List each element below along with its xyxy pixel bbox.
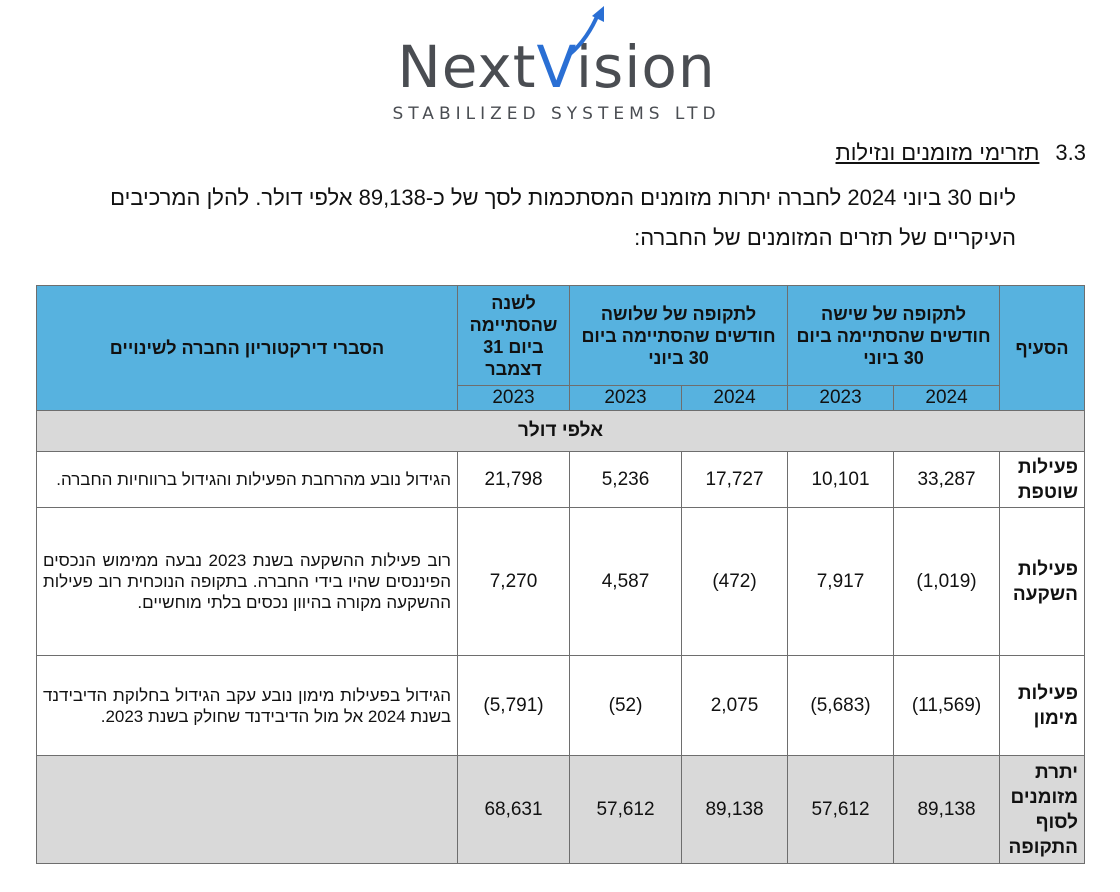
cell-year-2023: 21,798 — [457, 451, 570, 508]
unit-label: אלפי דולר — [35, 410, 1086, 452]
section-title: תזרימי מזומנים ונזילות — [835, 140, 1040, 165]
cell-six-2024: (1,019) — [893, 507, 1001, 656]
row-label: פעילות שוטפת — [999, 451, 1086, 508]
year-full-2023: 2023 — [457, 385, 570, 411]
header-year: לשנה שהסתיימה ביום 31 דצמבר — [457, 285, 570, 386]
cash-flow-table: הסעיף לתקופה של שישה חודשים שהסתיימה ביו… — [35, 285, 1086, 864]
cell-three-2023: 4,587 — [568, 507, 683, 656]
cell-three-2023: 57,612 — [568, 755, 683, 864]
total-row: יתרת מזומנים לסוף התקופה 89,138 57,612 8… — [36, 755, 1086, 864]
company-logo: NextVision STABILIZED SYSTEMS LTD — [384, 12, 729, 130]
table-row: פעילות מימון (11,569) (5,683) 2,075 (52)… — [36, 655, 1086, 756]
table-row: פעילות השקעה (1,019) 7,917 (472) 4,587 7… — [36, 507, 1086, 656]
cell-six-2024: 33,287 — [893, 451, 1001, 508]
row-label: פעילות מימון — [999, 655, 1086, 756]
cell-three-2024: (472) — [681, 507, 789, 656]
cell-six-2023: 57,612 — [787, 755, 895, 864]
cell-year-2023: (5,791) — [457, 655, 570, 756]
year-three-2024: 2024 — [681, 385, 789, 411]
header-six-months: לתקופה של שישה חודשים שהסתיימה ביום 30 ב… — [787, 285, 1001, 386]
cell-three-2024: 89,138 — [681, 755, 789, 864]
cell-year-2023: 68,631 — [457, 755, 570, 864]
year-six-2024: 2024 — [893, 385, 1001, 411]
cell-year-2023: 7,270 — [457, 507, 570, 656]
header-explanation: הסברי דירקטוריון החברה לשינויים — [36, 285, 458, 411]
logo-wordmark: NextVision — [397, 33, 716, 101]
cell-six-2024: (11,569) — [893, 655, 1001, 756]
intro-paragraph: ליום 30 ביוני 2024 לחברה יתרות מזומנים ה… — [110, 185, 1016, 250]
logo-subtitle: STABILIZED SYSTEMS LTD — [392, 104, 721, 124]
header-three-months: לתקופה של שלושה חודשים שהסתיימה ביום 30 … — [568, 285, 789, 386]
cell-explanation: הגידול נובע מהרחבת הפעילות והגידול ברווח… — [36, 451, 458, 508]
section-heading: 3.3 תזרימי מזומנים ונזילות — [836, 140, 1086, 166]
cell-three-2023: 5,236 — [568, 451, 683, 508]
cell-three-2024: 17,727 — [681, 451, 789, 508]
cell-six-2023: 10,101 — [787, 451, 895, 508]
section-number: 3.3 — [1055, 140, 1086, 165]
year-three-2023: 2023 — [568, 385, 683, 411]
cell-six-2023: 7,917 — [787, 507, 895, 656]
row-label: יתרת מזומנים לסוף התקופה — [999, 755, 1086, 864]
cell-six-2024: 89,138 — [893, 755, 1001, 864]
cell-explanation: הגידול בפעילות מימון נובע עקב הגידול בחל… — [36, 655, 458, 756]
table-row: פעילות שוטפת 33,287 10,101 17,727 5,236 … — [36, 451, 1086, 508]
logo-arrow-icon — [568, 6, 604, 56]
header-item: הסעיף — [999, 285, 1086, 411]
cell-six-2023: (5,683) — [787, 655, 895, 756]
cell-explanation: רוב פעילות ההשקעה בשנת 2023 נבעה ממימוש … — [36, 507, 458, 656]
row-label: פעילות השקעה — [999, 507, 1086, 656]
year-six-2023: 2023 — [787, 385, 895, 411]
cell-three-2023: (52) — [568, 655, 683, 756]
cell-three-2024: 2,075 — [681, 655, 789, 756]
cell-explanation — [36, 755, 458, 864]
